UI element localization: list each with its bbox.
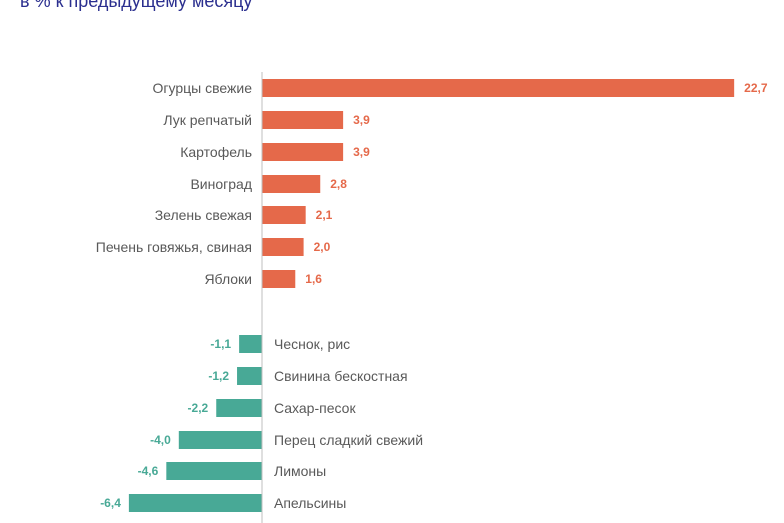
- bar: [166, 462, 262, 480]
- bar: [128, 494, 262, 512]
- category-label: Картофель: [180, 144, 252, 160]
- data-label: -1,1: [210, 337, 231, 351]
- data-label: -2,2: [188, 401, 209, 415]
- data-label: -4,0: [150, 433, 171, 447]
- bar: [262, 175, 321, 193]
- data-label: -1,2: [208, 369, 229, 383]
- bar: [262, 143, 344, 161]
- category-label: Апельсины: [274, 495, 346, 511]
- category-label: Перец сладкий свежий: [274, 432, 423, 448]
- bar: [262, 79, 735, 97]
- data-label: 22,7: [744, 81, 768, 95]
- bar: [239, 335, 262, 353]
- data-label: 1,6: [305, 272, 322, 286]
- data-label: -4,6: [138, 464, 159, 478]
- data-label: 2,1: [316, 208, 333, 222]
- category-label: Зелень свежая: [155, 207, 252, 223]
- bar: [237, 367, 262, 385]
- category-label: Сахар-песок: [274, 400, 356, 416]
- category-label: Лук репчатый: [163, 112, 252, 128]
- bar: [262, 270, 296, 288]
- category-label: Свинина бескостная: [274, 368, 408, 384]
- category-label: Чеснок, рис: [274, 336, 350, 352]
- data-label: -6,4: [100, 496, 121, 510]
- bar: [262, 111, 344, 129]
- category-label: Печень говяжья, свиная: [96, 239, 252, 255]
- chart-subtitle: в % к предыдущему месяцу: [20, 0, 253, 11]
- category-label: Виноград: [190, 176, 252, 192]
- category-label: Огурцы свежие: [153, 80, 253, 96]
- category-label: Лимоны: [274, 463, 326, 479]
- data-label: 2,8: [330, 177, 347, 191]
- data-label: 3,9: [353, 145, 370, 159]
- data-label: 2,0: [314, 240, 331, 254]
- bar: [216, 399, 262, 417]
- bar: [262, 206, 306, 224]
- bar: [262, 238, 304, 256]
- data-label: 3,9: [353, 113, 370, 127]
- bar: [178, 431, 262, 449]
- category-label: Яблоки: [204, 271, 252, 287]
